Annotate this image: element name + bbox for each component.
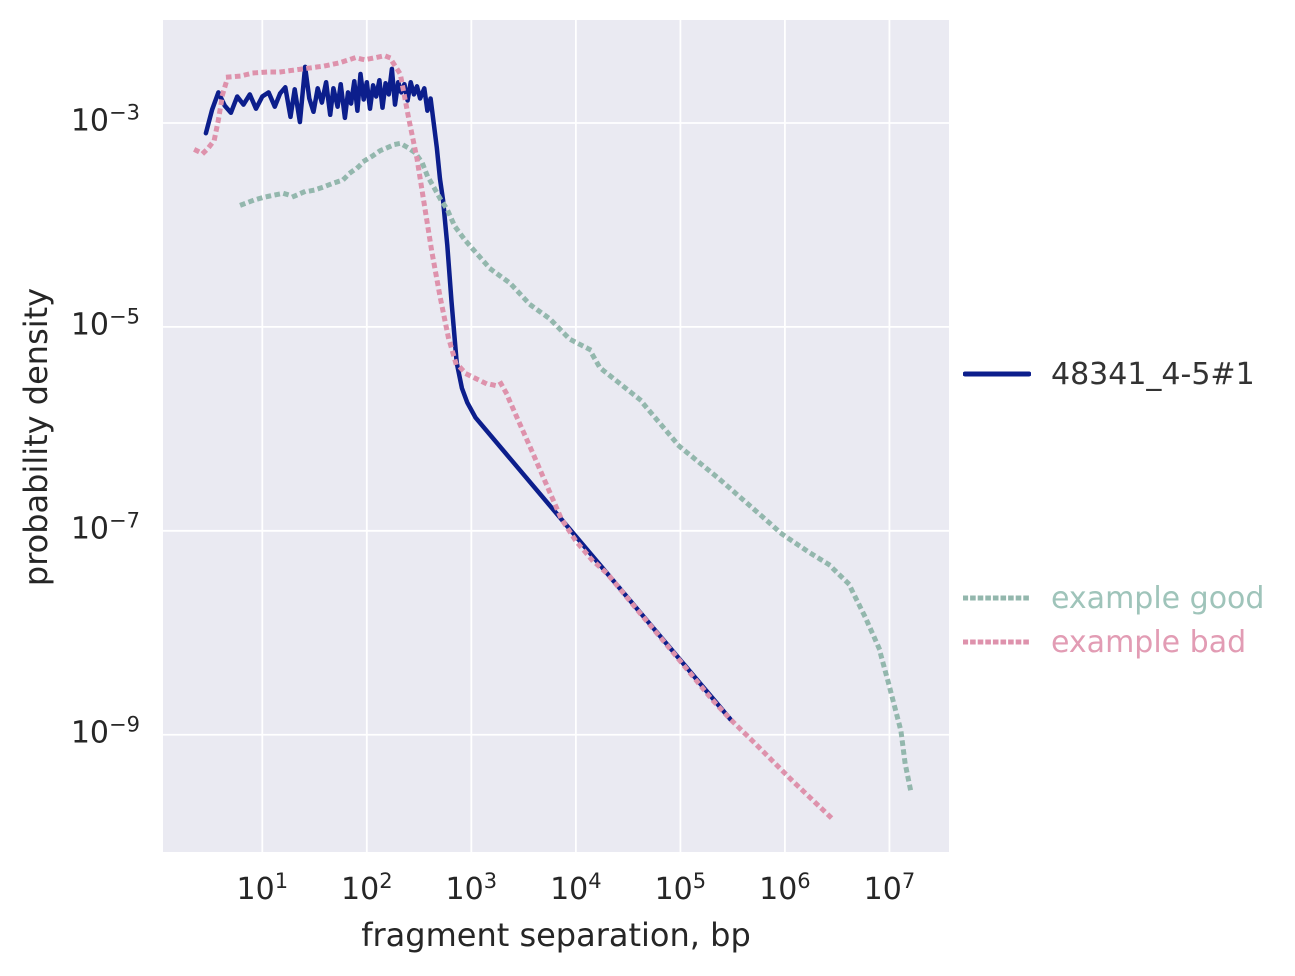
legend-entry-example-good: example good: [963, 580, 1264, 616]
y-axis-title: probability density: [17, 287, 55, 587]
legend-entry-sample: 48341_4-5#1: [963, 356, 1255, 392]
legend-main: 48341_4-5#1: [963, 356, 1255, 392]
legend-swatch-sample: [963, 371, 1031, 377]
series-line-example-bad: [193, 53, 836, 822]
y-tick-label: 10−9: [70, 712, 140, 751]
x-tick-label: 104: [550, 869, 602, 908]
y-tick-label: 10−5: [70, 304, 140, 343]
x-tick-label: 102: [341, 869, 393, 908]
x-axis-title: fragment separation, bp: [361, 916, 751, 954]
legend-label-sample: 48341_4-5#1: [1051, 356, 1255, 392]
y-tick-label: 10−3: [70, 100, 140, 139]
legend-label-example-good: example good: [1051, 580, 1265, 616]
legend-swatch-example-bad: [963, 639, 1031, 645]
legend-examples: example good example bad: [963, 580, 1264, 660]
plot-background: [163, 20, 949, 852]
legend-swatch-example-good: [963, 595, 1031, 601]
x-tick-label: 101: [236, 869, 289, 908]
x-tick-label: 106: [759, 869, 811, 908]
y-tick-label: 10−7: [70, 508, 140, 547]
legend-entry-example-bad: example bad: [963, 624, 1264, 660]
x-tick-label: 107: [863, 869, 916, 908]
legend-label-example-bad: example bad: [1051, 624, 1247, 660]
series-line-example-good: [239, 140, 914, 792]
x-tick-label: 103: [445, 869, 498, 908]
x-tick-label: 105: [654, 869, 707, 908]
series-line-sample: [203, 64, 733, 722]
